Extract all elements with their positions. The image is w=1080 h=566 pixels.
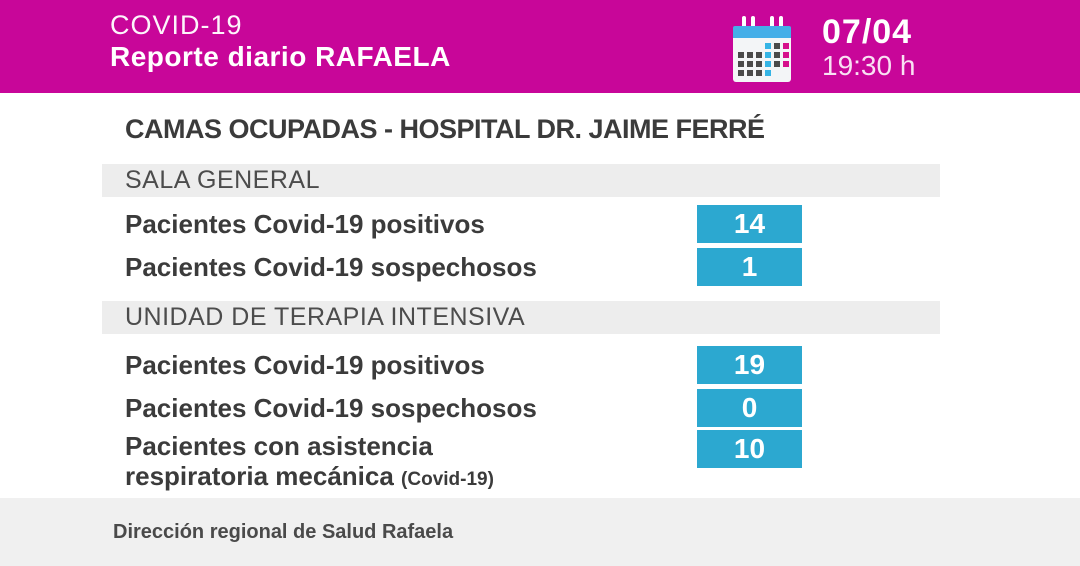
row-label-uti-asistencia: Pacientes con asistencia respiratoria me…	[125, 429, 494, 495]
row-label-sg-sospechosos: Pacientes Covid-19 sospechosos	[125, 252, 537, 282]
section-header-label: SALA GENERAL	[125, 166, 320, 194]
row-label-uti-positivos: Pacientes Covid-19 positivos	[125, 350, 485, 380]
section-header-sala-general: SALA GENERAL	[102, 164, 940, 197]
header-title: Reporte diario RAFAELA	[110, 41, 451, 72]
row-label-sg-positivos: Pacientes Covid-19 positivos	[125, 209, 485, 239]
section-header-label: UNIDAD DE TERAPIA INTENSIVA	[125, 303, 526, 331]
row-label-line2: respiratoria mecánica	[125, 461, 394, 491]
row-label-suffix: (Covid-19)	[401, 469, 494, 490]
value-badge-uti-asistencia: 10	[697, 430, 802, 468]
value-badge-uti-positivos: 19	[697, 346, 802, 384]
header: COVID-19 Reporte diario RAFAELA 07/04 19…	[0, 0, 1080, 93]
report-time: 19:30 h	[822, 50, 916, 81]
report-date: 07/04	[822, 13, 913, 51]
calendar-icon	[733, 16, 791, 82]
footer-source-text: Dirección regional de Salud Rafaela	[113, 521, 454, 543]
row-label-line1: Pacientes con asistencia	[125, 431, 433, 461]
value-badge-uti-sospechosos: 0	[697, 389, 802, 427]
section-header-uti: UNIDAD DE TERAPIA INTENSIVA	[102, 301, 940, 334]
footer: Dirección regional de Salud Rafaela Ciud…	[0, 498, 1080, 566]
header-supertitle: COVID-19	[110, 10, 243, 40]
value-badge-sg-positivos: 14	[697, 205, 802, 243]
page-title: CAMAS OCUPADAS - HOSPITAL DR. JAIME FERR…	[125, 114, 765, 144]
value-badge-sg-sospechosos: 1	[697, 248, 802, 286]
row-label-uti-sospechosos: Pacientes Covid-19 sospechosos	[125, 393, 537, 423]
